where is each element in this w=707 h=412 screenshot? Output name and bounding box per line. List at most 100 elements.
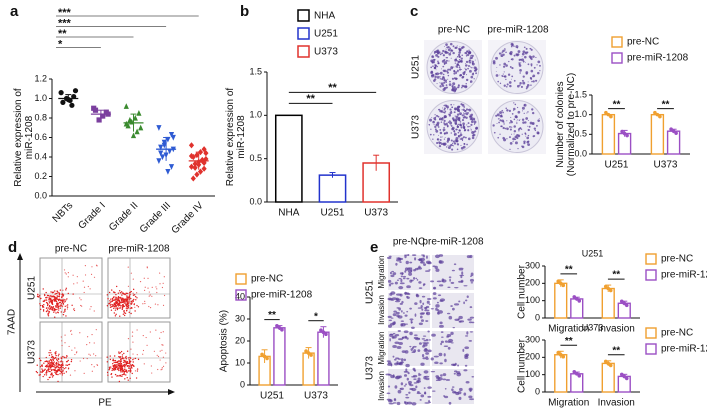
cell xyxy=(393,398,397,402)
event xyxy=(126,303,129,306)
colony xyxy=(502,136,505,140)
colony xyxy=(451,142,454,145)
event xyxy=(130,303,132,305)
event xyxy=(120,291,123,293)
cell xyxy=(405,260,409,265)
cell xyxy=(427,349,432,353)
replicate-dot xyxy=(556,279,561,284)
cell xyxy=(416,279,419,281)
colony xyxy=(454,58,458,62)
event xyxy=(109,302,111,304)
y-axis-label: Apoptosis (%) xyxy=(219,310,230,372)
event xyxy=(113,367,115,369)
colony xyxy=(532,55,535,58)
event xyxy=(147,287,149,289)
event xyxy=(128,367,130,370)
colony xyxy=(458,51,461,54)
event xyxy=(129,362,131,364)
event xyxy=(55,363,58,365)
event xyxy=(73,307,75,310)
colony xyxy=(441,84,445,88)
legend-label: pre-NC xyxy=(661,328,693,339)
event xyxy=(129,369,132,371)
colony xyxy=(465,108,469,111)
colony xyxy=(493,131,496,134)
event xyxy=(128,311,130,314)
legend-label: NHA xyxy=(314,11,335,22)
cell xyxy=(404,350,409,354)
colony xyxy=(442,136,444,138)
colony xyxy=(504,48,506,50)
cell xyxy=(468,340,473,342)
legend-label: pre-NC xyxy=(661,254,693,265)
colony xyxy=(456,124,459,126)
replicate-dot xyxy=(309,353,313,357)
event xyxy=(121,369,124,372)
colony xyxy=(519,127,522,129)
y-tick-label: 0 xyxy=(535,386,540,396)
cell xyxy=(436,280,442,283)
colony xyxy=(470,75,474,79)
event xyxy=(49,359,52,361)
replicate-dot xyxy=(658,114,662,119)
point xyxy=(123,103,129,109)
cell xyxy=(442,378,447,381)
colony xyxy=(516,136,519,140)
colony xyxy=(456,45,458,47)
event xyxy=(148,295,150,297)
event xyxy=(107,374,109,376)
event xyxy=(51,376,54,378)
replicate-dot xyxy=(556,350,561,355)
event xyxy=(95,355,97,357)
colony xyxy=(513,125,516,128)
event xyxy=(50,366,52,368)
colony xyxy=(509,142,513,145)
colony xyxy=(526,83,530,87)
event xyxy=(96,265,98,267)
colony xyxy=(472,117,476,121)
significance: ** xyxy=(58,28,67,40)
event xyxy=(48,365,50,367)
event xyxy=(113,361,115,364)
event xyxy=(43,300,45,302)
event xyxy=(75,352,78,354)
cell xyxy=(420,394,425,398)
event xyxy=(65,273,67,275)
colony xyxy=(511,133,513,135)
colony xyxy=(444,104,446,106)
event xyxy=(50,352,52,354)
cell xyxy=(398,285,404,290)
colony xyxy=(455,137,459,140)
replicate-dot xyxy=(671,129,676,133)
colony xyxy=(444,50,446,52)
event xyxy=(106,294,109,296)
cell xyxy=(399,261,402,263)
colony xyxy=(437,55,440,58)
event xyxy=(110,373,112,376)
colony xyxy=(435,129,439,133)
colony xyxy=(446,146,448,148)
cell xyxy=(421,338,426,340)
colony xyxy=(465,52,467,54)
colony xyxy=(499,115,503,118)
cell xyxy=(400,323,404,327)
point xyxy=(127,116,133,123)
event xyxy=(62,304,65,306)
event xyxy=(121,292,124,294)
colony xyxy=(530,48,533,51)
cell xyxy=(396,307,400,309)
event xyxy=(124,370,127,373)
cell xyxy=(409,261,413,264)
colony xyxy=(539,64,541,67)
event xyxy=(123,312,126,314)
colony xyxy=(462,116,465,119)
event xyxy=(51,364,53,366)
colony xyxy=(461,109,463,111)
event xyxy=(118,380,121,383)
event xyxy=(130,290,132,293)
event xyxy=(113,291,115,293)
event xyxy=(129,357,132,359)
cell xyxy=(439,362,443,365)
colony xyxy=(471,134,475,137)
colony xyxy=(445,57,447,59)
